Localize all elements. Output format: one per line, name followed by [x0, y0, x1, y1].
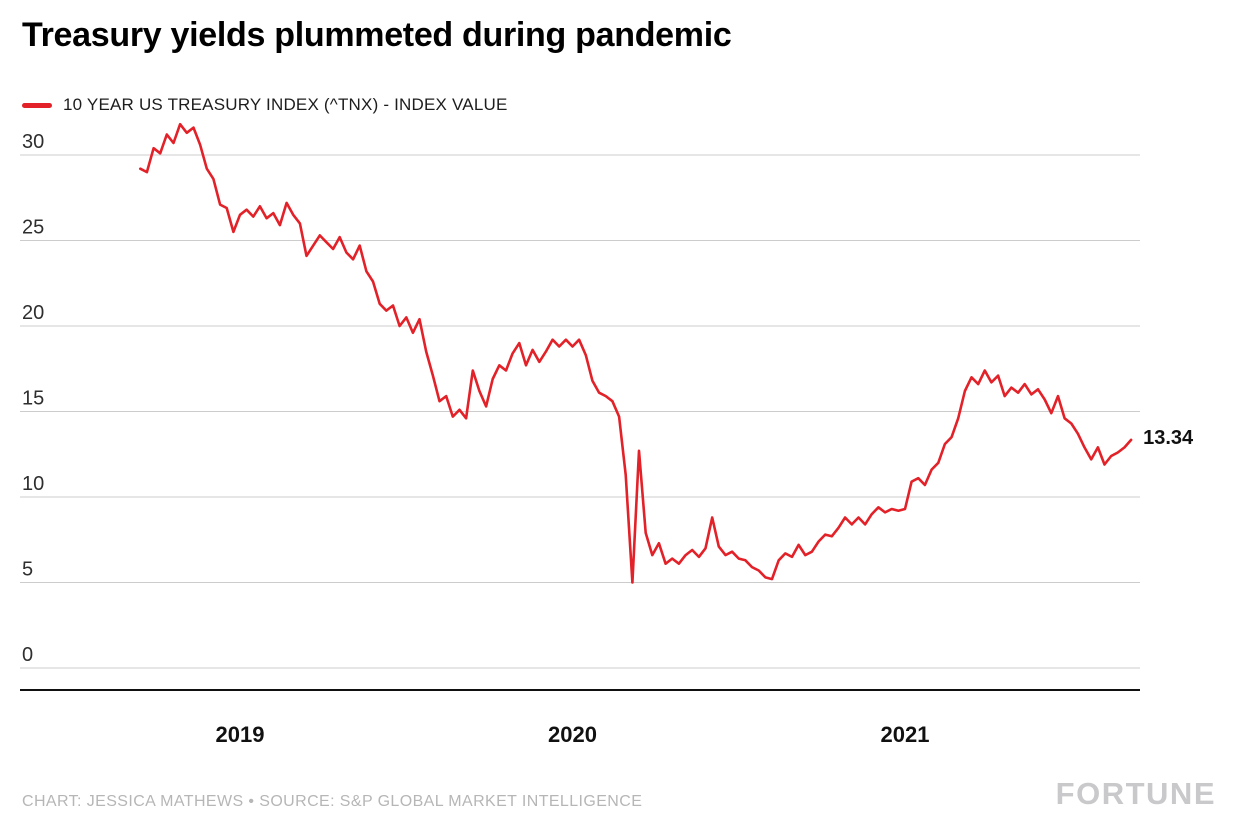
legend-label: 10 YEAR US TREASURY INDEX (^TNX) - INDEX… — [63, 95, 508, 114]
fortune-logo: FORTUNE — [1055, 776, 1216, 811]
footer-credit: CHART: JESSICA MATHEWS • SOURCE: S&P GLO… — [22, 793, 643, 810]
y-tick-label: 15 — [22, 388, 44, 410]
chart-plot: 0 5 10 15 20 25 30 2019 2020 2021 — [20, 122, 1140, 747]
legend: 10 YEAR US TREASURY INDEX (^TNX) - INDEX… — [22, 95, 508, 115]
x-tick-label: 2021 — [881, 722, 930, 747]
y-tick-label: 5 — [22, 559, 33, 581]
series-line — [139, 122, 1133, 584]
chart-title: Treasury yields plummeted during pandemi… — [22, 16, 732, 54]
x-tick-label: 2019 — [216, 722, 265, 747]
y-tick-label: 10 — [22, 473, 44, 495]
y-tick-label: 20 — [22, 302, 44, 324]
x-tick-label: 2020 — [548, 722, 597, 747]
legend-line-swatch — [22, 102, 52, 108]
end-value-label: 13.34 — [1143, 426, 1194, 449]
y-tick-label: 30 — [22, 131, 44, 153]
y-tick-label: 0 — [22, 644, 33, 666]
y-tick-label: 25 — [22, 217, 44, 239]
